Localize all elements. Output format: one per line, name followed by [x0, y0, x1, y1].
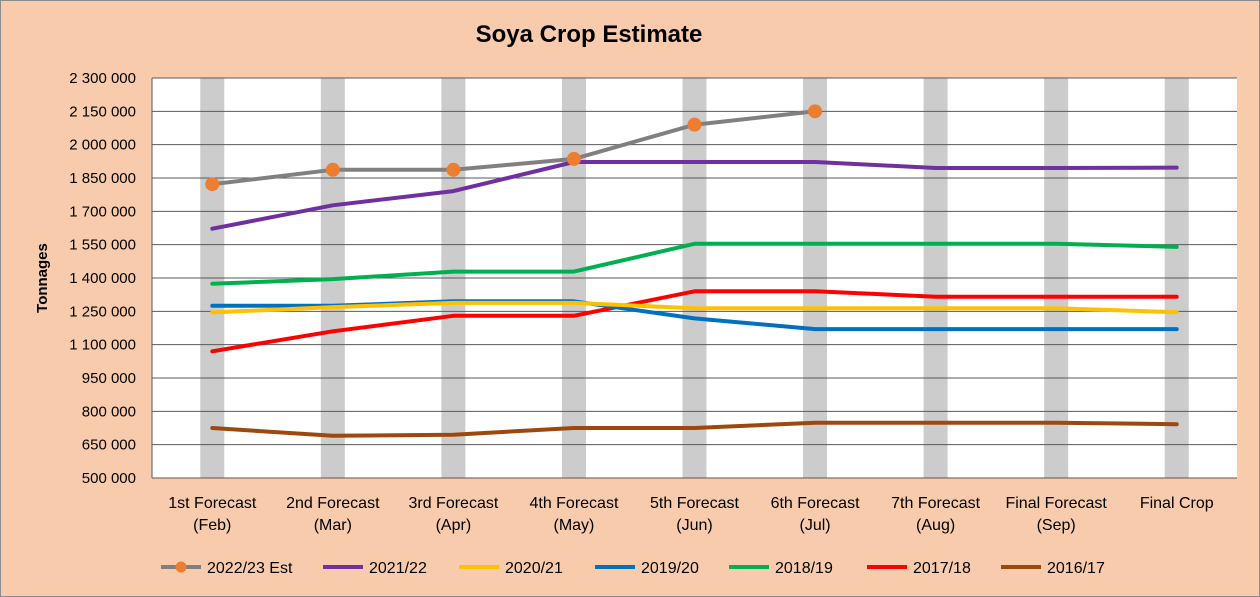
- y-tick-label: 1 250 000: [69, 303, 136, 320]
- data-point: [808, 104, 823, 119]
- y-tick-label: 2 150 000: [69, 103, 136, 120]
- y-tick-label: 800 000: [82, 403, 136, 420]
- y-tick-label: 500 000: [82, 470, 136, 487]
- x-tick-label: 1st Forecast: [168, 495, 257, 512]
- series-line: [210, 420, 1179, 438]
- legend-label: 2016/17: [1047, 560, 1105, 577]
- x-tick-label: 3rd Forecast: [408, 495, 498, 512]
- legend-marker: [175, 561, 187, 573]
- series-line: [210, 109, 818, 187]
- data-point: [566, 151, 581, 166]
- series-line: [210, 289, 1179, 354]
- x-tick-label: Final Crop: [1140, 495, 1214, 512]
- x-tick-label: 2nd Forecast: [286, 495, 380, 512]
- series-line: [210, 241, 1179, 286]
- x-tick-label: (Apr): [436, 517, 472, 534]
- series-line: [210, 160, 1179, 231]
- x-tick-label: (Jul): [800, 517, 831, 534]
- x-tick-label: 5th Forecast: [650, 495, 739, 512]
- x-tick-label: (Aug): [916, 517, 955, 534]
- chart-title: Soya Crop Estimate: [476, 21, 703, 48]
- y-tick-label: 1 700 000: [69, 203, 136, 220]
- x-tick-label: Final Forecast: [1005, 495, 1107, 512]
- data-point: [205, 177, 220, 192]
- x-tick-label: (Mar): [314, 517, 352, 534]
- y-tick-label: 1 850 000: [69, 170, 136, 187]
- y-tick-label: 1 400 000: [69, 270, 136, 287]
- data-point: [325, 162, 340, 177]
- legend-label: 2020/21: [505, 560, 563, 577]
- y-tick-label: 950 000: [82, 370, 136, 387]
- data-point: [446, 162, 461, 177]
- legend-label: 2022/23 Est: [207, 560, 293, 577]
- y-tick-label: 1 100 000: [69, 337, 136, 354]
- legend-label: 2019/20: [641, 560, 699, 577]
- y-tick-label: 2 000 000: [69, 137, 136, 154]
- y-tick-label: 650 000: [82, 437, 136, 454]
- data-point: [687, 117, 702, 132]
- x-tick-label: (Feb): [193, 517, 231, 534]
- y-tick-label: 2 300 000: [69, 70, 136, 87]
- y-tick-label: 1 550 000: [69, 237, 136, 254]
- x-tick-label: 7th Forecast: [891, 495, 980, 512]
- y-axis-label: Tonnages: [34, 243, 51, 313]
- x-tick-label: 4th Forecast: [529, 495, 618, 512]
- x-tick-label: (Jun): [676, 517, 712, 534]
- legend-label: 2017/18: [913, 560, 971, 577]
- x-tick-label: (Sep): [1037, 517, 1076, 534]
- legend-label: 2021/22: [369, 560, 427, 577]
- series-line: [210, 300, 1179, 315]
- x-tick-label: (May): [553, 517, 594, 534]
- x-tick-label: 6th Forecast: [771, 495, 860, 512]
- legend-label: 2018/19: [775, 560, 833, 577]
